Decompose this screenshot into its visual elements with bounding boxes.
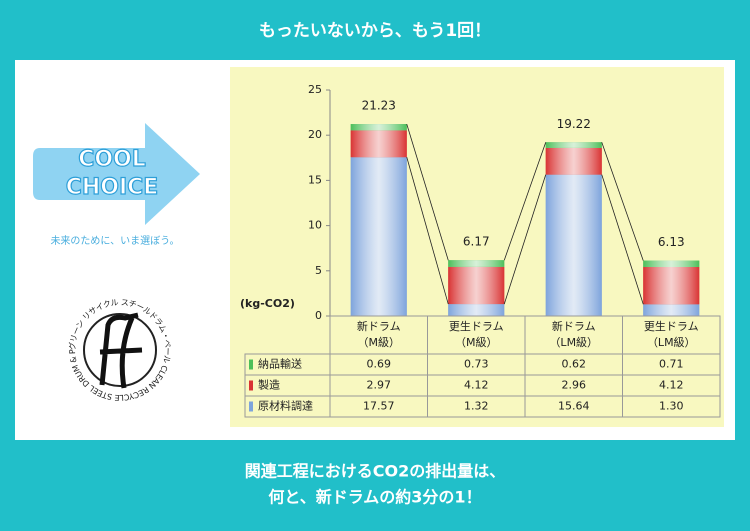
seal-ring [83, 313, 157, 387]
bar-segment [545, 142, 602, 148]
legend-swatch [249, 359, 253, 370]
logo-choice: CHOICE [66, 175, 159, 200]
y-tick-label: 5 [315, 264, 322, 277]
total-label: 6.13 [658, 235, 685, 249]
x-tick-label: 更生ドラム [644, 319, 699, 333]
bar-segment [545, 174, 602, 316]
y-axis-label: (kg-CO2) [240, 297, 295, 310]
legend-label: 納品輸送 [258, 357, 302, 371]
connector [601, 142, 644, 261]
y-tick-label: 25 [308, 83, 322, 96]
bar-segment [350, 157, 407, 316]
connector [503, 174, 547, 305]
table-value: 0.62 [562, 358, 587, 371]
table-value: 4.12 [464, 379, 489, 392]
bar-segment [643, 260, 700, 268]
seal-mark [99, 312, 143, 389]
chart: 0 5 10 15 20 25 (kg-CO2) 21.23 6.17 19.22 6.13 新ドラム… [240, 83, 721, 418]
table-value: 0.73 [464, 358, 489, 371]
connector [406, 123, 449, 261]
bar-segment [448, 304, 505, 316]
footer-line: 関連工程におけるCO2の排出量は、 [245, 462, 505, 481]
legend-swatch [249, 401, 253, 412]
chart-background [230, 67, 724, 427]
table-value: 17.57 [363, 400, 395, 413]
y-tick-label: 15 [308, 173, 322, 186]
logo-arrow [33, 123, 200, 225]
legend-swatch [249, 380, 253, 391]
connector [503, 142, 547, 261]
table-value: 15.64 [558, 400, 590, 413]
legend-label: 製造 [258, 378, 280, 392]
bar-segment [448, 266, 505, 305]
table-value: 1.30 [659, 400, 684, 413]
bar-segment [545, 147, 602, 175]
bar-segment [350, 130, 407, 158]
table-value: 2.96 [562, 379, 587, 392]
x-tick-label: 更生ドラム [449, 319, 504, 333]
total-label: 6.17 [463, 235, 490, 249]
total-label: 21.23 [362, 99, 396, 113]
table-value: 0.71 [659, 358, 684, 371]
header: もったいないから、もう1回！ [259, 21, 491, 41]
x-tick-label: （LM級） [647, 336, 696, 349]
logo-tagline: 未来のために、いま選ぼう。 [50, 234, 179, 247]
logo-cool: COOL [78, 147, 146, 172]
y-tick-label: 0 [315, 309, 322, 322]
x-tick-label: （M級） [455, 336, 498, 349]
connector [601, 174, 644, 305]
y-tick-label: 20 [308, 128, 322, 141]
table-value: 0.69 [367, 358, 392, 371]
bar-segment [643, 267, 700, 305]
x-tick-label: （LM級） [549, 336, 598, 349]
footer-line: 何と、新ドラムの約3分の1！ [268, 488, 481, 507]
table-value: 2.97 [367, 379, 392, 392]
x-tick-label: 新ドラム [552, 319, 596, 333]
x-tick-label: 新ドラム [357, 319, 401, 333]
table-value: 1.32 [464, 400, 489, 413]
legend-label: 原材料調達 [258, 399, 313, 413]
y-tick-label: 10 [308, 219, 322, 232]
x-tick-label: （M級） [358, 336, 401, 349]
connector [406, 157, 449, 305]
table-value: 4.12 [659, 379, 684, 392]
bar-segment [350, 124, 407, 131]
total-label: 19.22 [557, 117, 591, 131]
bar-segment [448, 260, 505, 267]
bar-segment [643, 304, 700, 316]
